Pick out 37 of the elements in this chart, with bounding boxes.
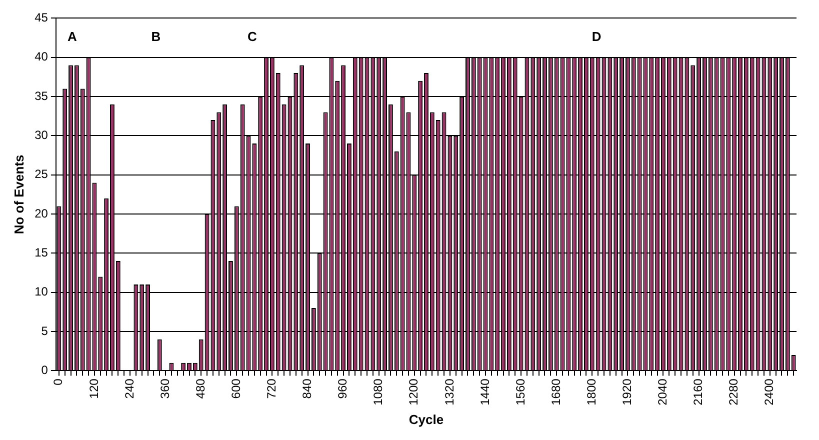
x-tick-label: 480 [193, 378, 208, 399]
x-tick-label: 2400 [762, 378, 776, 406]
y-tick-label: 5 [41, 324, 48, 338]
y-tick-label: 15 [34, 246, 48, 260]
x-tick-label: 120 [86, 378, 101, 399]
y-tick-label: 25 [34, 167, 48, 182]
x-tick-label: 1800 [584, 378, 598, 406]
x-tick-label: 1680 [548, 378, 563, 406]
x-tick-label: 0 [51, 378, 66, 386]
y-tick-label: 30 [34, 128, 48, 142]
annotation: C [248, 29, 258, 44]
y-tick-label: 10 [34, 284, 48, 299]
x-tick-label: 2160 [691, 378, 706, 406]
y-tick-label: 0 [41, 363, 48, 378]
x-tick-label: 600 [228, 378, 243, 399]
x-tick-label: 360 [158, 378, 172, 399]
x-tick-label: 840 [300, 378, 314, 399]
x-tick-label: 240 [122, 378, 136, 399]
y-axis-title: No of Events [11, 154, 26, 234]
x-axis-title: Cycle [408, 412, 444, 427]
x-tick-label: 720 [264, 378, 279, 399]
annotation: B [151, 29, 161, 44]
x-tick-label: 2040 [656, 378, 670, 406]
x-tick-label: 960 [336, 378, 350, 399]
x-tick-label: 2280 [726, 378, 741, 406]
y-tick-label: 45 [34, 10, 48, 25]
y-tick-label: 35 [34, 88, 48, 103]
x-tick-label: 1200 [406, 378, 421, 406]
x-tick-label: 1560 [513, 378, 528, 406]
annotation: D [592, 29, 602, 44]
annotation: A [68, 29, 78, 44]
x-tick-label: 1920 [620, 378, 634, 406]
x-tick-label: 1440 [478, 378, 492, 406]
x-tick-label: 1080 [371, 378, 386, 406]
x-tick-label: 1320 [442, 378, 456, 406]
y-tick-label: 40 [34, 50, 48, 64]
y-tick-label: 20 [34, 206, 48, 220]
